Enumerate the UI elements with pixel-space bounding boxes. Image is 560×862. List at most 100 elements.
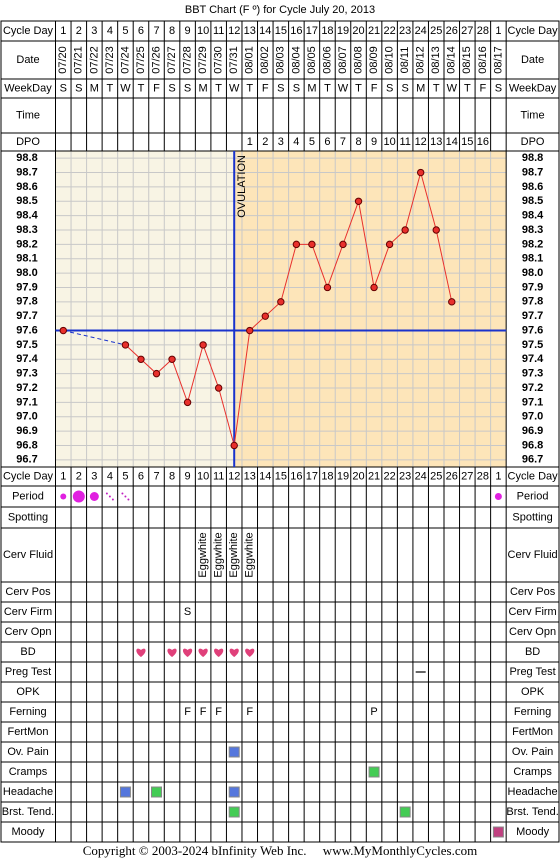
cell-text: 4 [293,136,299,148]
cell-text: 08/03 [275,46,287,74]
cell-text: 1 [495,470,501,482]
cell-text: T [138,82,145,94]
row-label: BD [20,646,35,658]
period-dot [121,492,124,495]
pre-ovulation-area [55,151,235,467]
cell-text: 7 [153,25,159,37]
y-tick-label: 97.9 [522,281,543,293]
cell-text: 27 [461,470,473,482]
y-tick-label: 98.3 [16,224,37,236]
cell-text: S [495,82,502,94]
cell-text: M [416,82,425,94]
cell-text: 08/02 [259,46,271,74]
temp-point [261,312,269,320]
y-tick-label: 98.0 [522,267,543,279]
row-label: Preg Test [5,666,51,678]
cell-text: 8 [169,470,175,482]
cell-text: F [215,706,222,718]
cell-text: 17 [306,25,318,37]
cell-text: 3 [91,25,97,37]
temp-point [339,240,347,249]
cell-text: F [262,82,269,94]
cell-text: F [184,706,191,718]
bd-heart [214,648,224,657]
y-tick-label: 96.8 [522,439,543,451]
cell-text: 08/09 [368,46,380,74]
cell-text: 9 [185,470,191,482]
cell-text: 08/08 [352,46,364,74]
cell-text: 6 [138,470,144,482]
y-tick-label: 97.0 [522,411,543,423]
cell-text: 08/14 [446,46,458,74]
bd-heart [182,648,193,657]
cell-text: F [246,706,253,718]
y-tick-label: 97.2 [16,382,37,394]
y-tick-label: 97.7 [16,310,37,322]
row-label: WeekDay [509,82,557,94]
row-label: Cycle Day [508,470,559,482]
y-tick-label: 97.7 [522,310,543,322]
cell-text: 22 [383,25,395,37]
cell-text: Eggwhite [228,532,240,577]
cell-text: 6 [324,136,330,148]
cell-text: 25 [430,470,442,482]
cell-text: 1 [60,25,66,37]
temp-point [168,355,176,363]
cell-text: S [401,82,408,94]
cell-text: 07/22 [88,46,100,74]
symptom-icon [368,766,380,778]
cell-text: 19 [337,25,349,37]
temp-point [448,298,456,306]
cell-text: W [120,82,131,94]
cell-text: 5 [309,136,315,148]
row-label: Cycle Day [3,25,54,37]
temp-point [230,441,238,450]
cell-text: P [370,706,377,718]
cell-text: 23 [399,470,411,482]
cell-text: 19 [337,470,349,482]
cell-text: 25 [430,25,442,37]
cell-text: S [75,82,82,94]
row-label: Cerv Fluid [508,549,558,561]
y-tick-label: 97.4 [16,353,38,365]
cell-text: 10 [197,470,209,482]
row-label: DPO [521,136,545,148]
row-label: Cerv Pos [510,586,556,598]
cell-text: 08/15 [461,46,473,74]
cell-text: F [200,706,207,718]
cell-text: 20 [352,470,364,482]
cell-text: S [277,82,284,94]
cell-text: 24 [415,470,427,482]
cell-text: 10 [197,25,209,37]
bd-heart [229,648,239,657]
cell-text: 08/12 [415,46,427,74]
cell-text: 28 [477,25,489,37]
cell-text: Eggwhite [197,532,209,577]
cell-text: F [153,82,160,94]
cell-text: T [324,82,331,94]
cell-text: Eggwhite [244,532,256,577]
bd-heart [245,648,255,657]
y-tick-label: 98.2 [522,238,543,250]
cell-text: 15 [275,470,287,482]
cell-text: 4 [107,25,113,37]
temp-point [277,298,285,306]
period-dot [105,492,108,495]
cell-text: 9 [185,25,191,37]
temp-point [214,384,223,392]
y-tick-label: 97.4 [522,353,544,365]
y-tick-label: 97.3 [522,368,543,380]
y-tick-label: 98.4 [16,210,38,222]
y-tick-label: 97.3 [16,368,37,380]
cell-text: T [107,82,114,94]
cell-text: 24 [415,25,427,37]
cell-text: 07/21 [73,46,85,74]
cell-text: 3 [278,136,284,148]
symptom-icon [228,746,240,758]
row-label: Preg Test [509,666,555,678]
cell-text: 07/26 [150,46,162,74]
row-label: Ferning [514,706,551,718]
cell-text: 22 [383,470,395,482]
cell-text: S [168,82,175,94]
